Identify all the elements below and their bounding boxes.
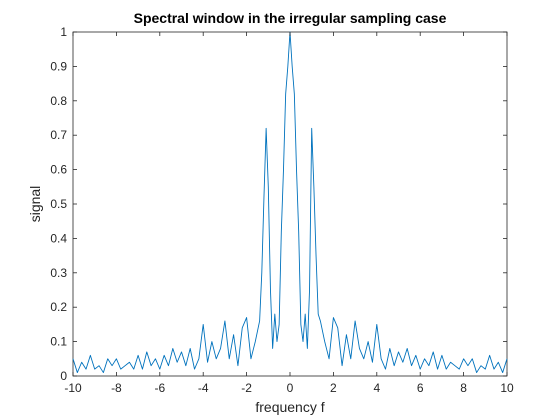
y-tick-label: 0.2	[50, 300, 67, 314]
y-tick-label: 0.4	[50, 231, 67, 245]
x-tick-label: -10	[64, 381, 82, 395]
x-axis-label: frequency f	[255, 399, 324, 415]
x-tick-label: -6	[154, 381, 165, 395]
x-tick-label: -4	[198, 381, 209, 395]
y-tick-label: 0.7	[50, 128, 67, 142]
y-tick-label: 0.5	[50, 197, 67, 211]
x-tick-label: -2	[241, 381, 252, 395]
y-tick-label: 1	[60, 25, 67, 39]
y-axis-label: signal	[27, 186, 43, 223]
x-tick-label: 10	[500, 381, 514, 395]
chart-title: Spectral window in the irregular samplin…	[134, 10, 447, 26]
x-tick-label: 8	[460, 381, 467, 395]
x-tick-label: 2	[330, 381, 337, 395]
x-tick-label: -8	[111, 381, 122, 395]
plot-frame	[72, 31, 508, 377]
y-tick-label: 0.6	[50, 163, 67, 177]
x-tick-label: 0	[287, 381, 294, 395]
x-tick-label: 4	[373, 381, 380, 395]
y-tick-label: 0.1	[50, 335, 67, 349]
y-tick-label: 0.9	[50, 59, 67, 73]
x-tick-label: 6	[417, 381, 424, 395]
y-tick-label: 0.3	[50, 266, 67, 280]
y-tick-label: 0.8	[50, 94, 67, 108]
plot-area: -10 -8 -6 -4 -2 0 2 4 6 8 10 0 0.1 0.2 0.3 0.4 0.5 0.6 0.7…	[50, 25, 514, 395]
y-tick-label: 0	[60, 369, 67, 383]
